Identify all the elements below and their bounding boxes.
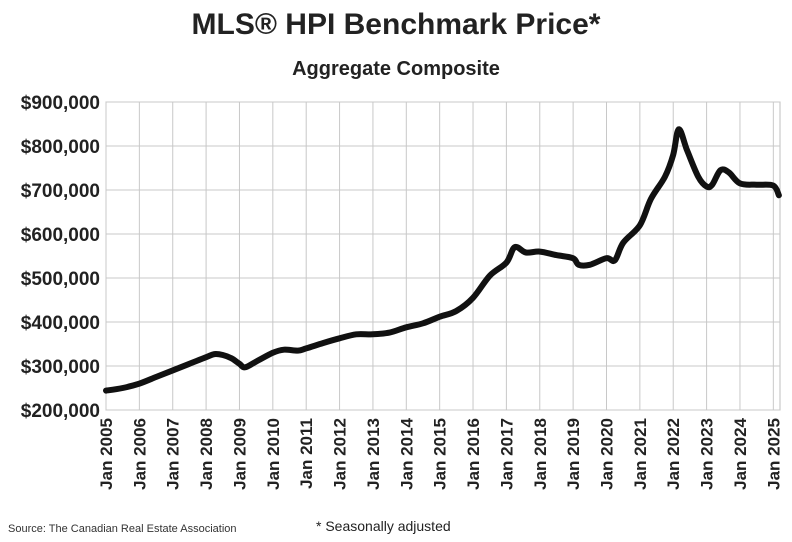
y-tick-label: $600,000	[21, 225, 100, 246]
y-tick-label: $700,000	[21, 181, 100, 202]
x-tick-label: Jan 2020	[597, 418, 616, 490]
y-tick-label: $400,000	[21, 313, 100, 334]
x-tick-label: Jan 2018	[531, 418, 550, 490]
chart-title: MLS® HPI Benchmark Price*	[191, 8, 601, 41]
x-tick-label: Jan 2007	[164, 418, 183, 490]
y-tick-label: $200,000	[21, 401, 100, 422]
x-tick-label: Jan 2022	[664, 418, 683, 490]
x-tick-label: Jan 2008	[197, 418, 216, 490]
x-tick-label: Jan 2005	[97, 418, 116, 490]
plot-area	[105, 101, 781, 411]
x-tick-label: Jan 2006	[130, 418, 149, 490]
x-tick-label: Jan 2009	[230, 418, 249, 490]
x-tick-label: Jan 2014	[397, 417, 416, 489]
x-tick-label: Jan 2021	[631, 418, 650, 490]
x-tick-label: Jan 2025	[764, 418, 783, 490]
x-tick-label: Jan 2013	[364, 418, 383, 490]
x-tick-label: Jan 2010	[264, 418, 283, 490]
y-tick-label: $900,000	[21, 93, 100, 114]
series-line	[103, 126, 782, 394]
x-tick-label: Jan 2015	[431, 418, 450, 490]
y-tick-label: $800,000	[21, 137, 100, 158]
x-tick-label: Jan 2017	[497, 418, 516, 490]
y-tick-label: $500,000	[21, 269, 100, 290]
y-tick-label: $300,000	[21, 357, 100, 378]
chart-subtitle: Aggregate Composite	[292, 58, 500, 80]
x-tick-label: Jan 2012	[331, 418, 350, 490]
source-note: Source: The Canadian Real Estate Associa…	[8, 523, 237, 535]
x-tick-label: Jan 2023	[698, 418, 717, 490]
x-tick-label: Jan 2019	[564, 418, 583, 490]
footnote: * Seasonally adjusted	[316, 518, 451, 534]
x-tick-label: Jan 2016	[464, 418, 483, 490]
x-tick-label: Jan 2011	[297, 418, 316, 489]
x-tick-label: Jan 2024	[731, 417, 750, 489]
